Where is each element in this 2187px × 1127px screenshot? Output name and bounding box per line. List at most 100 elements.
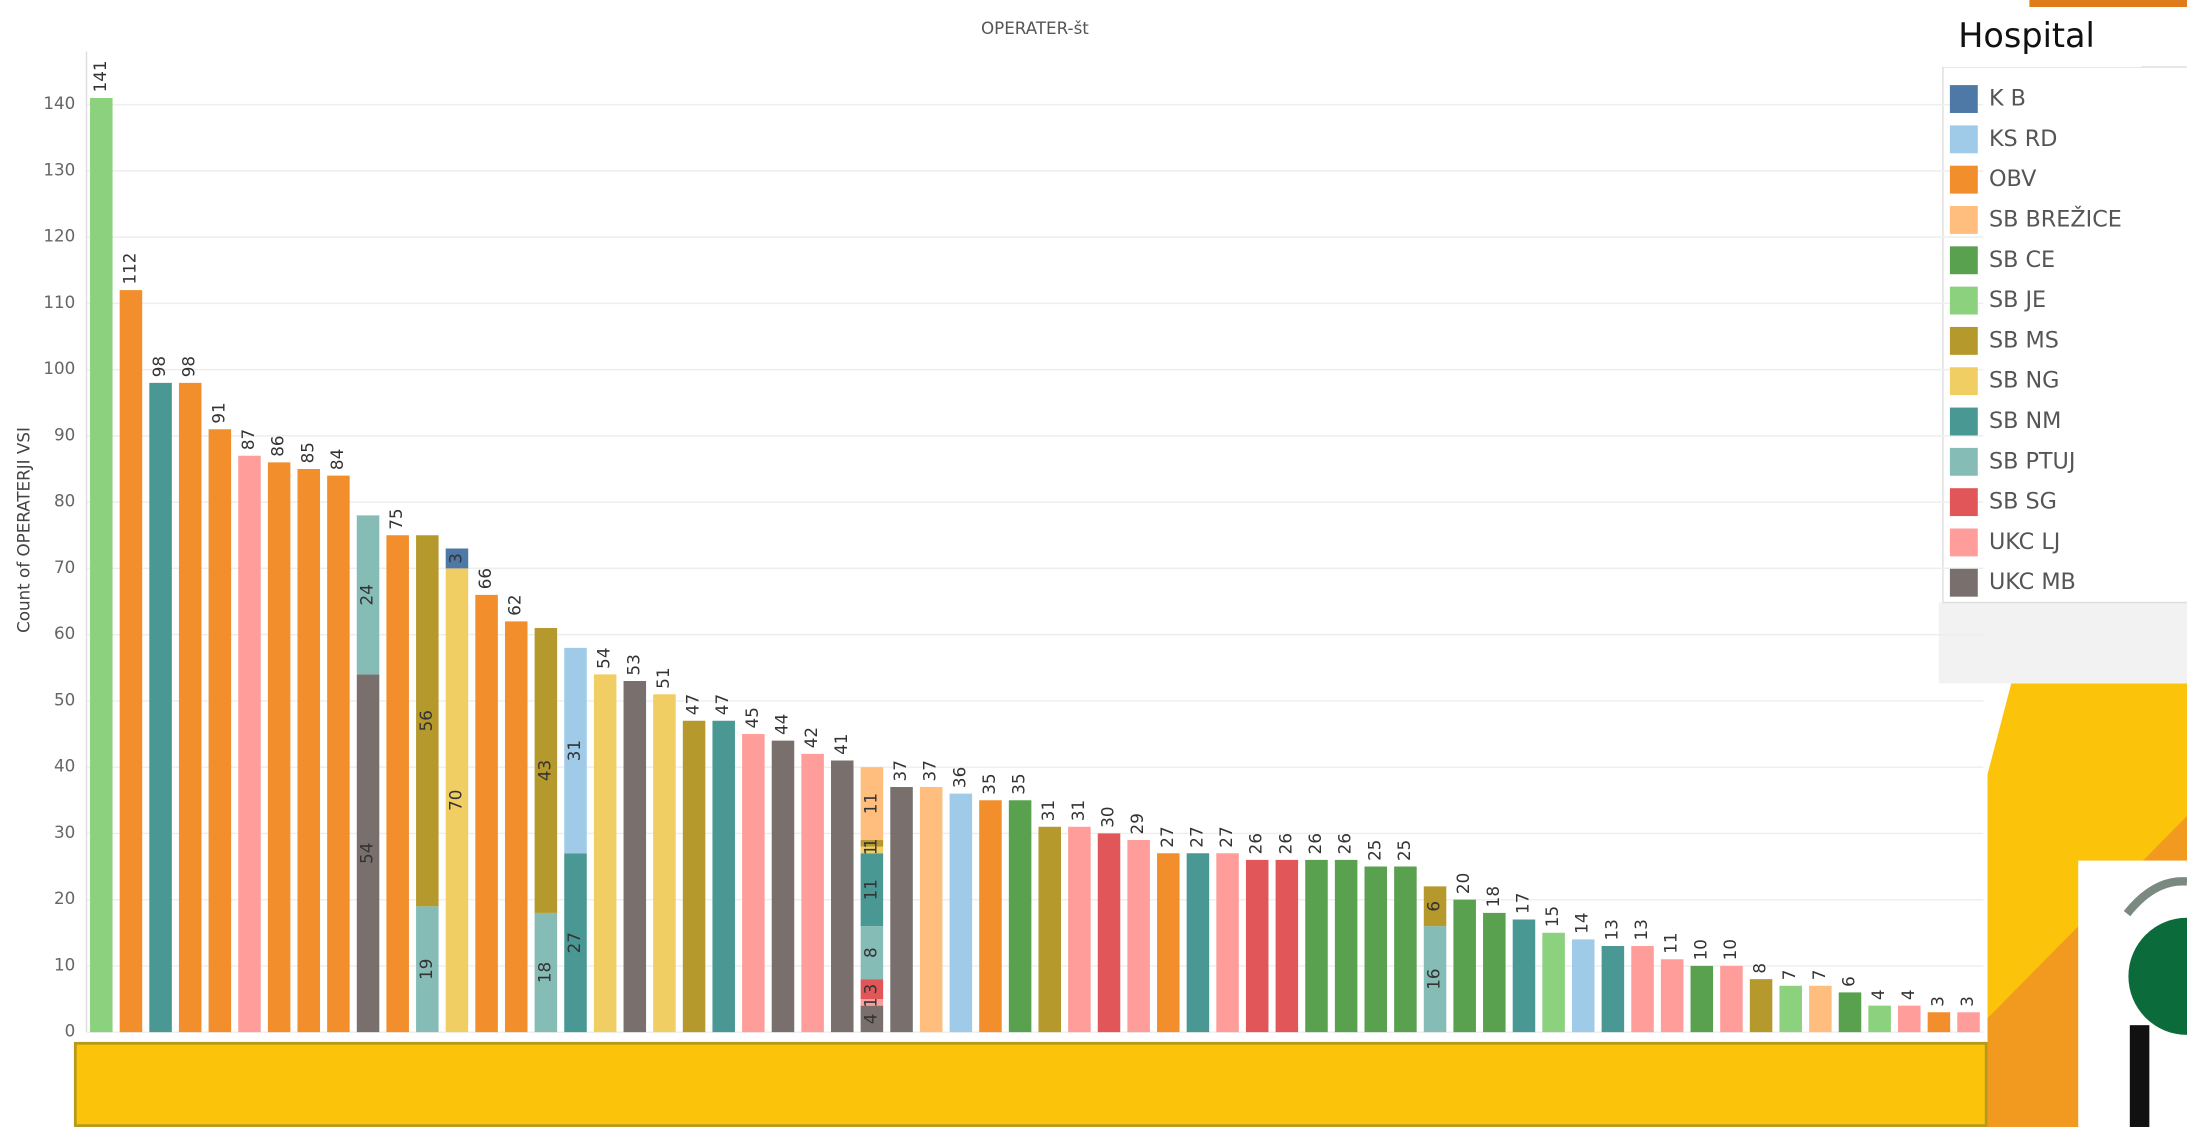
data-label: 43 (534, 760, 554, 781)
data-label: 13 (1601, 919, 1621, 940)
y-tick-label: 110 (43, 292, 75, 312)
data-label: 98 (149, 356, 169, 377)
bar-segment (504, 621, 528, 1033)
bar-segment (238, 455, 261, 1033)
data-label: 37 (920, 760, 940, 781)
y-tick-label: 30 (54, 822, 75, 842)
y-axis-title: Count of OPERATERJI VSI (14, 427, 34, 633)
bar-segment (1779, 985, 1802, 1033)
data-label: 4 (1868, 989, 1888, 1000)
data-label: 24 (357, 584, 377, 605)
y-tick-label: 60 (54, 623, 75, 643)
data-label: 26 (1335, 833, 1355, 854)
bar-segment (1571, 939, 1595, 1033)
bar-segment (1423, 886, 1447, 927)
data-label: 7 (1809, 970, 1829, 981)
data-label: 51 (653, 667, 673, 688)
data-label: 25 (1394, 840, 1414, 861)
bar-segment (1008, 800, 1032, 1033)
data-label: 66 (475, 568, 495, 589)
data-label: 18 (534, 962, 554, 983)
bar-segment (149, 382, 172, 1033)
data-label: 35 (979, 773, 999, 794)
data-label: 37 (890, 760, 910, 781)
bar-segment (356, 674, 380, 1033)
data-label: 62 (505, 595, 525, 616)
decor-panel (1938, 602, 2187, 684)
data-label: 3 (445, 553, 465, 564)
decor-logo-circle (2128, 917, 2187, 1035)
legend-label: SB JE (1989, 287, 2046, 313)
bar-segment (1275, 859, 1299, 1033)
bar-segment (297, 469, 321, 1033)
data-label: 25 (1364, 840, 1384, 861)
bar-segment (623, 681, 647, 1033)
bar-segment (860, 840, 884, 847)
data-label: 26 (1246, 833, 1266, 854)
bar-segment (267, 462, 291, 1033)
y-tick-label: 40 (54, 756, 75, 776)
data-label: 31 (1068, 800, 1088, 821)
data-label: 6 (1424, 901, 1444, 912)
data-label: 36 (949, 767, 969, 788)
bar-segment (979, 800, 1002, 1033)
data-label: 13 (1631, 919, 1651, 940)
bar-segment (712, 720, 735, 1033)
legend-swatch (1949, 85, 1978, 113)
data-label: 6 (1838, 976, 1858, 987)
bar-segment (1542, 932, 1565, 1033)
bar-segment (1364, 866, 1388, 1033)
decor-bar (2029, 0, 2187, 7)
data-label: 47 (683, 694, 703, 715)
data-label: 3 (1927, 996, 1947, 1007)
y-tick-label: 130 (43, 159, 75, 179)
data-label: 86 (268, 436, 288, 457)
data-label: 17 (1512, 893, 1532, 914)
bar-segment (771, 740, 795, 1033)
data-label: 44 (771, 714, 791, 735)
data-label: 54 (594, 648, 614, 669)
legend-title: Hospital (1958, 16, 2095, 55)
legend-swatch (1949, 165, 1978, 194)
bar-segment (1097, 833, 1121, 1033)
data-label: 45 (742, 707, 762, 728)
bar-segment (1068, 826, 1091, 1033)
bar-segment (416, 906, 439, 1033)
y-tick-label: 20 (54, 888, 75, 908)
data-label: 3 (860, 984, 880, 995)
data-label: 18 (1483, 886, 1503, 907)
data-label: 27 (564, 932, 584, 953)
bar-segment (1512, 919, 1536, 1033)
category-cover (73, 1041, 1988, 1127)
data-label: 27 (1186, 826, 1206, 847)
bar-segment (860, 853, 884, 927)
bar-segment (208, 429, 232, 1033)
bar-segment (386, 535, 409, 1033)
bar-segment (919, 787, 943, 1033)
legend-swatch (1949, 447, 1978, 476)
legend-swatch (1949, 125, 1978, 154)
data-label: 75 (386, 508, 406, 529)
chart-title: OPERATER-št (981, 18, 1089, 38)
data-label: 30 (1098, 807, 1118, 828)
bar-segment (1898, 1005, 1921, 1033)
data-label: 47 (712, 694, 732, 715)
data-label: 54 (357, 843, 377, 864)
legend-box (1942, 66, 2187, 604)
data-label: 87 (238, 429, 258, 450)
bar-segment (119, 290, 143, 1033)
data-label: 4 (1898, 989, 1918, 1000)
bar-segment (1601, 946, 1625, 1033)
y-tick-label: 70 (54, 557, 75, 577)
data-label: 1 (860, 997, 880, 1008)
legend-label: OBV (1989, 166, 2037, 192)
bar-segment (1838, 992, 1862, 1033)
legend-label: UKC MB (1989, 569, 2076, 595)
bar-segment (860, 999, 884, 1006)
bar-segment (1127, 840, 1150, 1033)
data-label: 29 (1127, 813, 1147, 834)
bar-segment (1423, 926, 1447, 1033)
y-tick-label: 0 (65, 1021, 76, 1041)
